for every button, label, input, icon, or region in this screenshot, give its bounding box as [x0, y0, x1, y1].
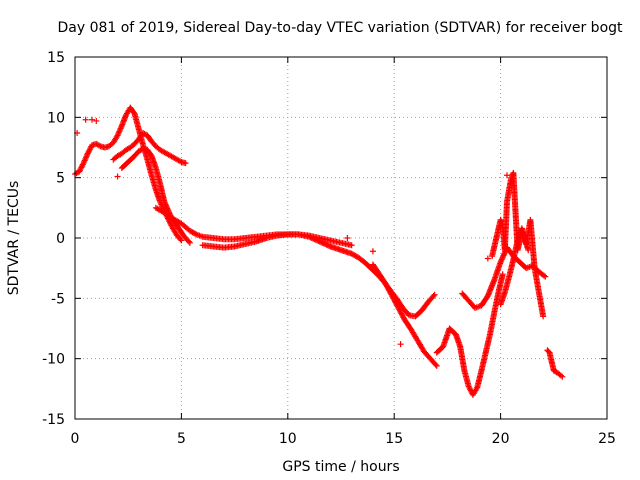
data-point	[186, 239, 193, 246]
data-point	[192, 230, 199, 237]
data-point	[178, 237, 185, 244]
data-point	[433, 362, 440, 369]
x-tick-label: 20	[492, 431, 510, 447]
data-point	[541, 272, 548, 279]
y-tick-label: -15	[42, 412, 65, 428]
data-point	[306, 233, 313, 240]
outlier-point	[93, 117, 100, 124]
data-point	[117, 125, 124, 132]
data-point	[312, 236, 319, 243]
data-point	[430, 292, 437, 299]
outlier-point	[82, 116, 89, 123]
data-point	[320, 240, 327, 247]
x-tick-label: 0	[71, 431, 80, 447]
axis-ticks: 0 5 10 15 20 25 -15 -10 -5 0 5 10 15	[42, 50, 616, 447]
outlier-point	[503, 172, 510, 179]
data-point	[431, 291, 438, 298]
data-point	[311, 236, 318, 243]
outlier-point	[369, 248, 376, 255]
y-tick-label: 15	[47, 50, 65, 66]
data-point	[324, 242, 331, 249]
outlier-point	[114, 173, 121, 180]
data-points	[72, 104, 566, 398]
y-tick-label: 10	[47, 110, 65, 126]
data-point	[314, 237, 321, 244]
data-point	[559, 373, 566, 380]
outlier-point	[344, 235, 351, 241]
y-axis-label: SDTVAR / TECUs	[6, 181, 22, 296]
data-point	[84, 151, 91, 158]
data-point	[114, 132, 121, 139]
data-point	[83, 153, 90, 160]
outlier-point	[484, 255, 491, 262]
x-tick-label: 10	[279, 431, 297, 447]
data-point	[81, 157, 88, 164]
data-point	[116, 128, 123, 135]
data-point	[322, 241, 329, 248]
data-point	[540, 313, 547, 320]
data-point	[308, 235, 315, 241]
outlier-point	[89, 116, 96, 123]
data-point	[525, 247, 532, 254]
data-point	[116, 126, 123, 133]
data-point	[115, 131, 122, 138]
y-tick-label: -10	[42, 352, 65, 368]
data-point	[319, 239, 326, 246]
data-point	[318, 239, 325, 246]
y-tick-label: -5	[51, 291, 65, 307]
data-point	[499, 271, 506, 278]
x-axis-label: GPS time / hours	[282, 459, 399, 475]
data-point	[310, 235, 317, 242]
data-point	[542, 273, 549, 280]
data-point	[432, 361, 439, 368]
x-tick-label: 15	[385, 431, 403, 447]
data-point	[348, 242, 355, 249]
data-point	[82, 154, 89, 161]
x-tick-label: 25	[598, 431, 616, 447]
outlier-point	[397, 341, 404, 348]
data-point	[182, 160, 189, 167]
data-point	[118, 124, 125, 131]
data-point	[81, 158, 88, 165]
data-point	[80, 160, 87, 167]
data-point	[115, 129, 122, 136]
data-point	[315, 238, 322, 245]
data-point	[323, 241, 330, 248]
grid-lines	[75, 57, 607, 419]
data-point	[177, 236, 184, 243]
data-point	[130, 109, 137, 116]
data-point	[185, 238, 192, 245]
data-point	[316, 238, 323, 245]
data-point	[307, 234, 314, 241]
y-tick-label: 0	[56, 231, 65, 247]
chart-title: Day 081 of 2019, Sidereal Day-to-day VTE…	[57, 20, 623, 36]
data-point	[326, 242, 333, 249]
y-tick-label: 5	[56, 171, 65, 187]
data-point	[82, 156, 89, 163]
x-tick-label: 5	[177, 431, 186, 447]
